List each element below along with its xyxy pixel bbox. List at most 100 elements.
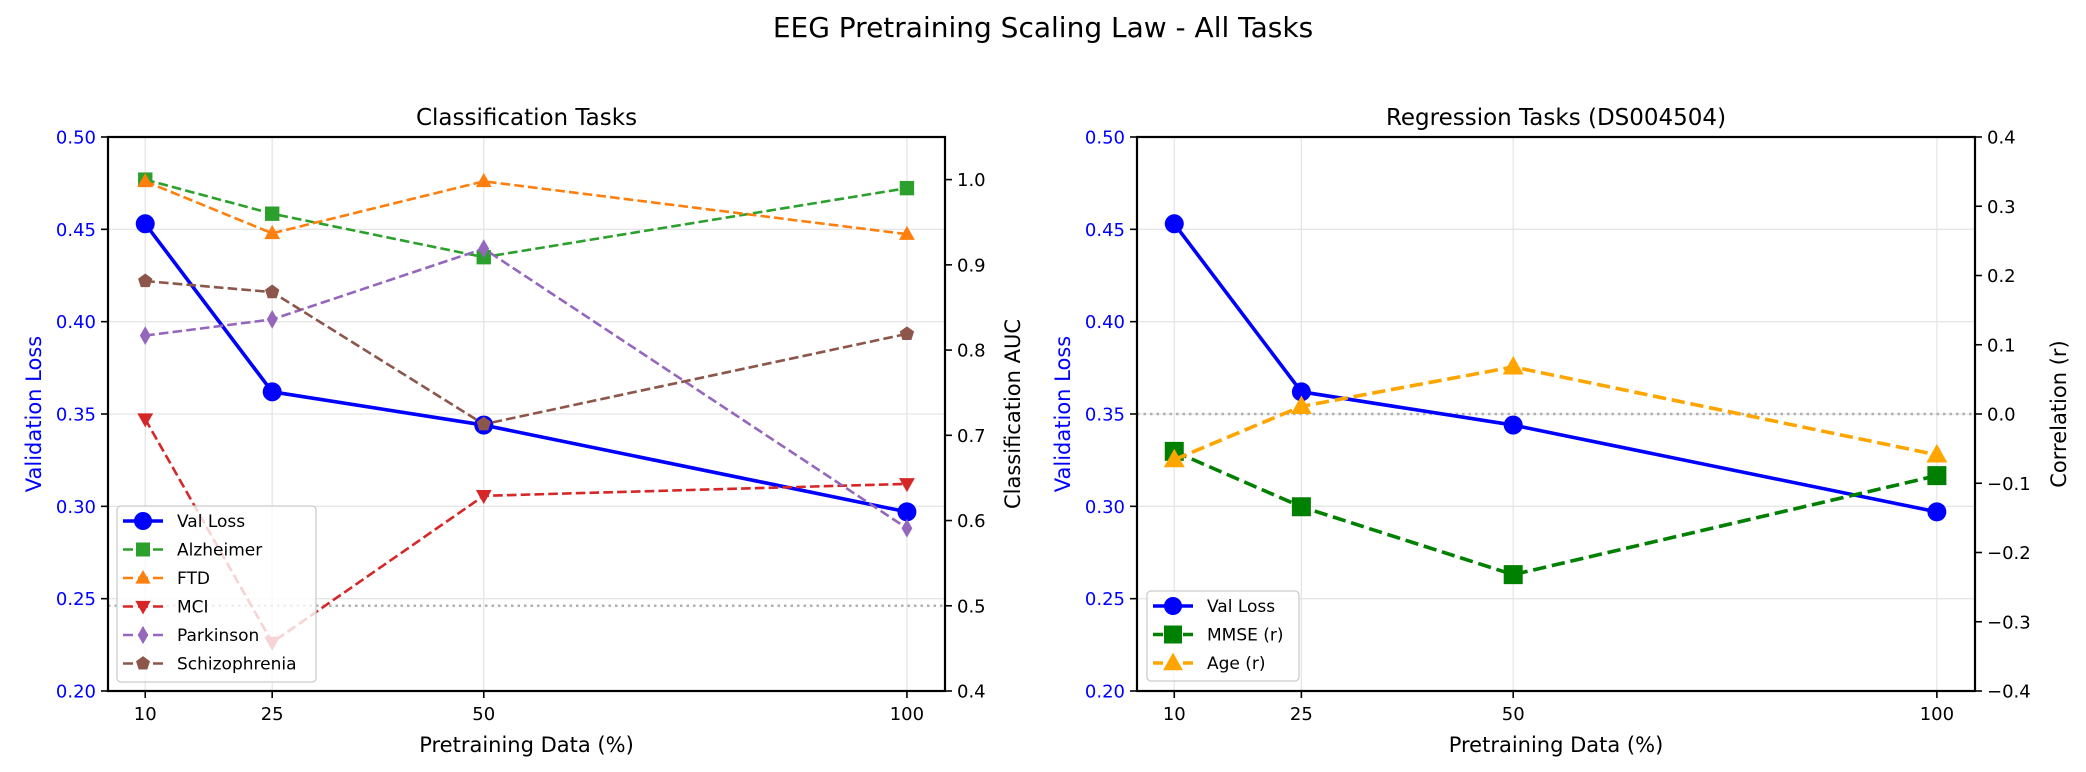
y-tick-label-right: −0.4 bbox=[1987, 682, 2031, 703]
legend-marker-triangle-up-icon bbox=[135, 569, 151, 584]
y-tick-label-left: 0.50 bbox=[56, 128, 96, 149]
legend-marker-thin-diamond-icon bbox=[137, 625, 149, 645]
y-tick-label-left: 0.25 bbox=[1085, 589, 1125, 610]
data-point-parkinson-25 bbox=[266, 310, 278, 329]
classification-panel: 10 25 50 100 0.20 0.25 0.30 0.35 0.40 0.45 0.50 0.4… bbox=[22, 105, 1025, 757]
y-tick-label-right: 0.6 bbox=[957, 511, 986, 532]
legend-item-val-loss: Val Loss bbox=[1153, 597, 1275, 617]
data-point-parkinson-50 bbox=[478, 239, 490, 259]
x-tick-label: 10 bbox=[1163, 704, 1186, 725]
series-age-r bbox=[1163, 355, 1948, 468]
data-point-mci-10 bbox=[137, 413, 154, 428]
legend-box bbox=[116, 505, 317, 683]
data-point-val-loss-100 bbox=[1927, 502, 1947, 522]
y-tick-label-right: 0.4 bbox=[957, 682, 986, 703]
y-tick-label-left: 0.35 bbox=[56, 405, 96, 426]
legend-item-parkinson: Parkinson bbox=[123, 625, 259, 646]
series-parkinson bbox=[139, 239, 913, 538]
data-point-ftd-50 bbox=[475, 173, 492, 188]
panel-title: Classification Tasks bbox=[416, 105, 637, 131]
series-line-schizophrenia bbox=[145, 279, 908, 426]
data-point-val-loss-25 bbox=[262, 382, 282, 402]
data-point-schizophrenia-50 bbox=[476, 416, 491, 431]
data-point-ftd-10 bbox=[137, 173, 154, 188]
legend-label: Age (r) bbox=[1207, 654, 1266, 674]
panel-title: Regression Tasks (DS004504) bbox=[1386, 105, 1726, 131]
legend-marker-circle-icon bbox=[134, 512, 152, 530]
legend-label: MMSE (r) bbox=[1207, 626, 1284, 646]
y-tick-label-right: −0.2 bbox=[1987, 543, 2031, 564]
x-tick-label: 50 bbox=[472, 704, 495, 725]
x-tick-label: 25 bbox=[261, 704, 284, 725]
x-tick-label: 100 bbox=[890, 704, 924, 725]
series-line-val-loss bbox=[143, 222, 908, 514]
y-tick-label-left: 0.20 bbox=[1085, 682, 1125, 703]
x-tick-label: 10 bbox=[134, 704, 157, 725]
legend-marker-triangle-down-icon bbox=[135, 600, 151, 615]
data-point-age-r-25 bbox=[1290, 395, 1312, 414]
data-point-mmse-r-25 bbox=[1291, 497, 1311, 517]
figure-suptitle: EEG Pretraining Scaling Law - All Tasks bbox=[773, 11, 1313, 44]
data-point-age-r-100 bbox=[1926, 443, 1948, 463]
x-axis-title: Pretraining Data (%) bbox=[419, 733, 634, 757]
y-axis-title-right: Correlation (r) bbox=[2047, 340, 2071, 488]
data-point-mci-100 bbox=[898, 478, 915, 493]
legend-marker-pentagon-icon bbox=[136, 656, 150, 670]
legend-label: MCI bbox=[177, 598, 209, 618]
series-line-parkinson bbox=[145, 247, 908, 530]
y-tick-label-left: 0.35 bbox=[1085, 405, 1125, 426]
series-line-ftd bbox=[144, 180, 908, 236]
y-tick-label-right: 0.1 bbox=[1987, 335, 2016, 356]
y-axis-title-left: Validation Loss bbox=[1051, 336, 1075, 492]
legend-item-ftd: FTD bbox=[123, 569, 210, 589]
x-tick-label: 50 bbox=[1502, 704, 1525, 725]
x-tick-label: 100 bbox=[1920, 704, 1954, 725]
y-tick-label-left: 0.45 bbox=[56, 220, 96, 241]
data-point-alzheimer-25 bbox=[264, 206, 280, 221]
legend-marker-square-icon bbox=[136, 542, 150, 557]
legend-item-mmse-r: MMSE (r) bbox=[1153, 625, 1284, 646]
data-point-ftd-25 bbox=[264, 225, 281, 240]
y-tick-label-right: 0.0 bbox=[1987, 405, 2016, 426]
data-point-schizophrenia-10 bbox=[138, 273, 153, 288]
data-point-val-loss-25 bbox=[1291, 382, 1311, 402]
legend-item-age-r: Age (r) bbox=[1153, 652, 1266, 674]
legend-label: Schizophrenia bbox=[177, 655, 297, 675]
y-tick-label-right: 1.0 bbox=[957, 170, 986, 191]
series-val-loss bbox=[1164, 214, 1947, 522]
y-tick-label-left: 0.20 bbox=[56, 682, 96, 703]
y-tick-label-left: 0.50 bbox=[1085, 128, 1125, 149]
y-tick-label-left: 0.30 bbox=[56, 497, 96, 518]
legend-label: Val Loss bbox=[177, 512, 245, 532]
legend-marker-triangle-up-icon bbox=[1163, 652, 1183, 671]
legend-item-mci: MCI bbox=[123, 598, 209, 618]
y-tick-label-left: 0.40 bbox=[1085, 312, 1125, 333]
series-line-age-r bbox=[1173, 365, 1938, 462]
x-tick-label: 25 bbox=[1290, 704, 1313, 725]
y-tick-label-right: 0.2 bbox=[1987, 266, 2016, 287]
legend-item-val-loss: Val Loss bbox=[123, 512, 245, 532]
legend-marker-circle-icon bbox=[1164, 597, 1182, 615]
legend-item-schizophrenia: Schizophrenia bbox=[123, 655, 297, 675]
data-point-mmse-r-100 bbox=[1927, 466, 1947, 486]
regression-panel: 10 25 50 100 0.20 0.25 0.30 0.35 0.40 0.45 0.50 −0.… bbox=[1051, 105, 2071, 757]
y-tick-label-right: −0.3 bbox=[1987, 612, 2031, 633]
data-point-val-loss-100 bbox=[897, 502, 917, 522]
y-tick-label-right: 0.3 bbox=[1987, 197, 2016, 218]
series-line-mmse-r bbox=[1173, 449, 1938, 577]
series-line-alzheimer bbox=[144, 178, 908, 259]
y-tick-label-left: 0.40 bbox=[56, 312, 96, 333]
data-point-alzheimer-100 bbox=[899, 180, 915, 196]
y-tick-label-right: 0.8 bbox=[957, 341, 986, 362]
y-tick-label-left: 0.25 bbox=[56, 589, 96, 610]
data-point-mci-50 bbox=[475, 490, 492, 505]
legend-box bbox=[1146, 590, 1300, 682]
data-point-schizophrenia-25 bbox=[264, 284, 280, 299]
y-tick-label-right: 0.7 bbox=[957, 426, 986, 447]
legend-label: Val Loss bbox=[1207, 597, 1275, 617]
series-schizophrenia bbox=[138, 273, 915, 431]
legend-label: FTD bbox=[177, 569, 210, 589]
data-point-ftd-100 bbox=[898, 225, 915, 240]
